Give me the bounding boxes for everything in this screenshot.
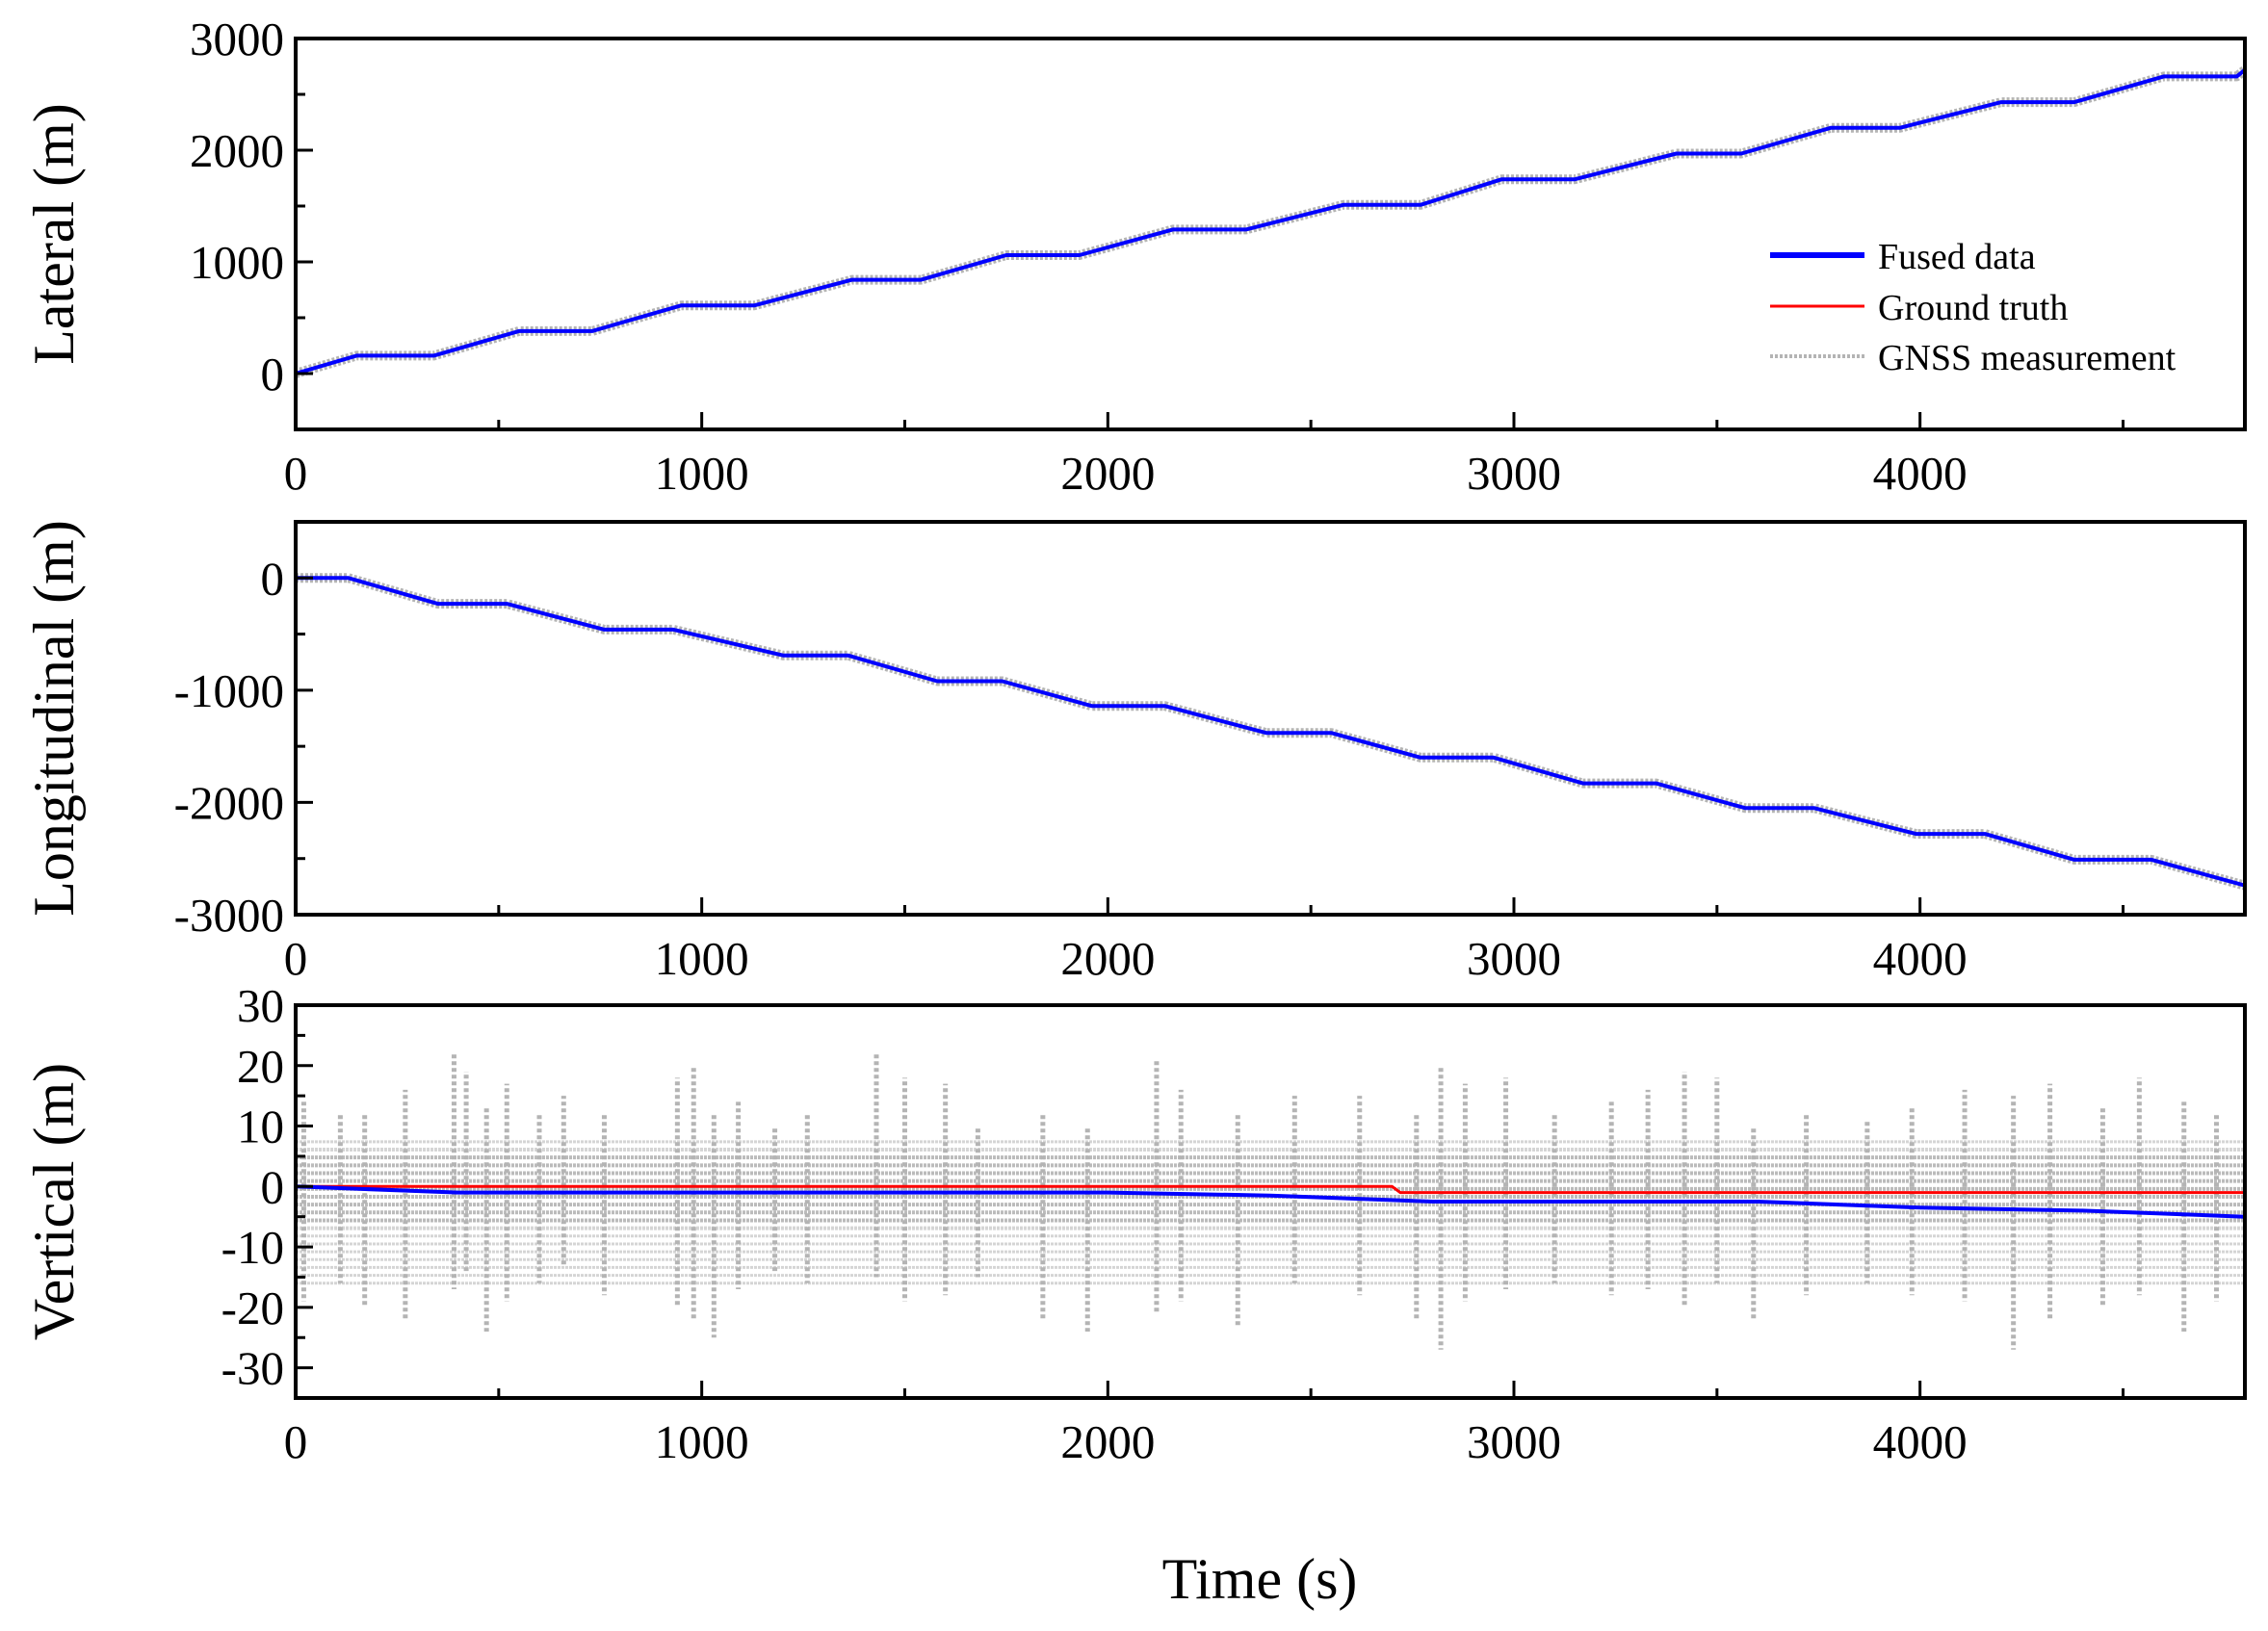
x-tick-label: 0: [284, 447, 308, 500]
y-tick-label: 20: [237, 1040, 284, 1093]
x-tick-label: 3000: [1467, 1415, 1561, 1468]
y-tick-label: 10: [237, 1100, 284, 1153]
x-tick-label: 1000: [655, 447, 749, 500]
y-tick-label: -3000: [174, 889, 284, 942]
legend-label-fused: Fused data: [1878, 237, 2036, 277]
x-tick-label: 2000: [1060, 1415, 1155, 1468]
y-tick-label: -2000: [174, 776, 284, 829]
y-tick-label: 0: [261, 348, 285, 401]
x-tick-label: 3000: [1467, 932, 1561, 985]
y-axis-title: Lateral (m): [22, 103, 86, 365]
legend-label-gnss: GNSS measurement: [1878, 338, 2177, 378]
gnss-measurement-points: [296, 1053, 2245, 1350]
y-axis-title: Vertical (m): [22, 1063, 86, 1340]
y-tick-label: 0: [261, 552, 285, 605]
y-tick-label: -30: [222, 1342, 284, 1395]
y-tick-label: -1000: [174, 664, 284, 717]
x-tick-label: 3000: [1467, 447, 1561, 500]
series-fused-data: [296, 1184, 2245, 1219]
x-tick-label: 2000: [1060, 447, 1155, 500]
x-tick-label: 4000: [1873, 447, 1968, 500]
y-tick-label: 3000: [190, 13, 284, 65]
y-tick-label: 30: [237, 979, 284, 1032]
series-ground-truth: [296, 1184, 2245, 1195]
axes-frame: [294, 37, 2247, 431]
y-tick-label: -20: [222, 1282, 284, 1334]
x-axis-title: Time (s): [1162, 1547, 1358, 1611]
plot-area: [296, 1053, 2245, 1350]
x-tick-label: 4000: [1873, 932, 1968, 985]
x-tick-label: 0: [284, 1415, 308, 1468]
legend: Fused data Ground truth GNSS measurement: [1770, 237, 2177, 378]
y-tick-label: 1000: [190, 236, 284, 289]
plot-area: [296, 65, 2245, 378]
panel-lateral: 0 1000 2000 3000 4000 0 1000 2000 3000 Lateral (m…: [22, 13, 2247, 500]
series-fused-data: [296, 67, 2245, 375]
y-tick-label: 0: [261, 1160, 285, 1213]
x-tick-label: 1000: [655, 1415, 749, 1468]
x-tick-label: 1000: [655, 932, 749, 985]
legend-label-truth: Ground truth: [1878, 288, 2068, 328]
panel-vertical: 0 1000 2000 3000 4000 30 20 10 0 -10 -20 -30 Vertica…: [22, 979, 2247, 1468]
x-tick-label: 2000: [1060, 932, 1155, 985]
axes-frame: [294, 1003, 2247, 1400]
y-tick-label: -10: [222, 1221, 284, 1274]
panel-longitudinal: 0 1000 2000 3000 4000 0 -1000 -2000 -3000 Longitu…: [22, 520, 2247, 985]
axes-frame: [294, 520, 2247, 917]
plot-area: [296, 573, 2245, 891]
x-tick-label: 4000: [1873, 1415, 1968, 1468]
x-tick-label: 0: [284, 932, 308, 985]
y-axis-title: Longitudinal (m): [22, 520, 86, 917]
series-fused-data: [296, 576, 2245, 888]
y-tick-label: 2000: [190, 124, 284, 177]
